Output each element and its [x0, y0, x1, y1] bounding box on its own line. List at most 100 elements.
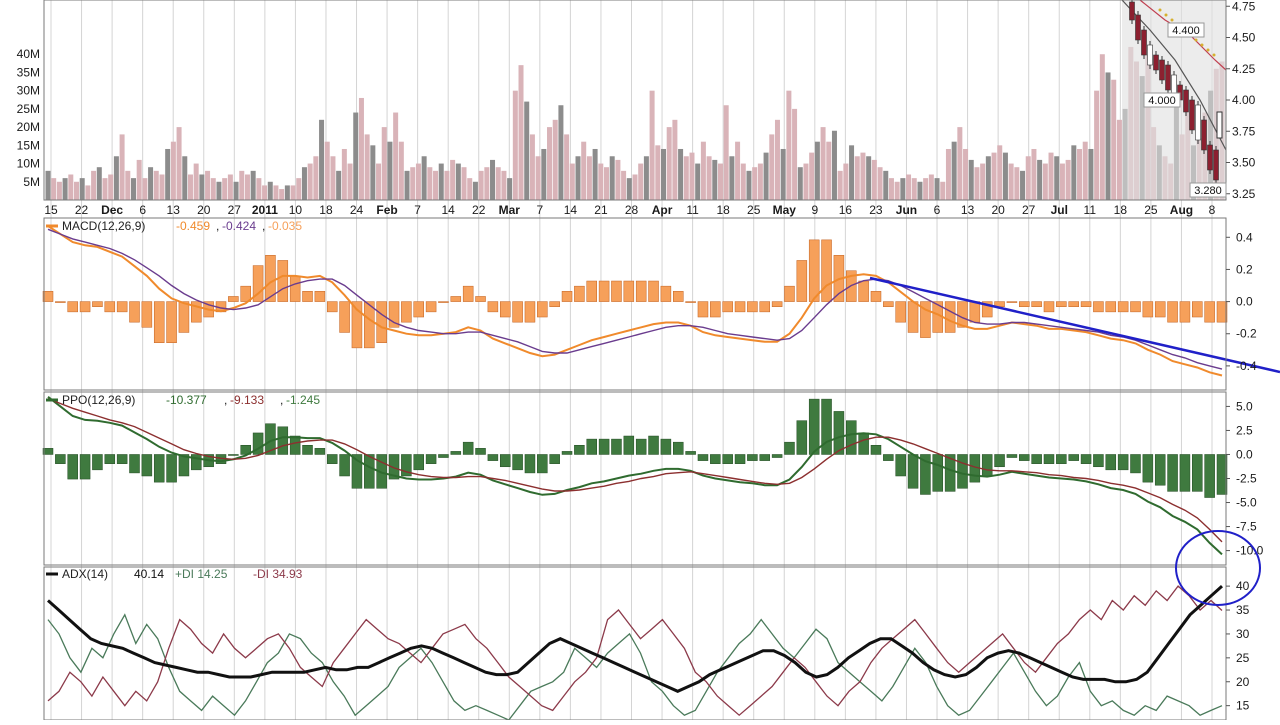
adx-axis-label: 15 — [1236, 699, 1250, 713]
ppo-axis-label: -7.5 — [1236, 520, 1257, 534]
ppo-histogram-bar — [944, 454, 956, 492]
macd-histogram-bar — [907, 301, 919, 333]
ppo-histogram-bar — [660, 438, 672, 455]
ppo-histogram-bar — [351, 454, 363, 489]
ppo-histogram-bar — [462, 441, 474, 455]
price-axis-label: 4.25 — [1232, 62, 1256, 76]
ppo-histogram-bar — [833, 411, 845, 455]
volume-bar — [820, 127, 826, 200]
volume-bar — [586, 156, 592, 200]
candle-body — [1213, 149, 1219, 181]
candle-body — [1141, 29, 1147, 56]
price-dot-marker — [1164, 13, 1168, 17]
volume-bar — [313, 156, 319, 200]
price-axis-label: 4.75 — [1232, 0, 1256, 13]
volume-bar — [1025, 156, 1031, 200]
annotation-high-box — [1167, 22, 1205, 38]
macd-histogram-bar — [166, 301, 177, 343]
volume-bar — [826, 141, 832, 200]
macd-histogram-bar — [178, 301, 190, 333]
volume-bar — [1071, 145, 1077, 200]
volume-bar — [125, 170, 131, 200]
volume-bar — [1037, 159, 1043, 200]
candle-body — [1183, 89, 1189, 113]
macd-histogram-bar — [1167, 301, 1178, 323]
volume-bar — [358, 97, 364, 200]
ppo-histogram-bar — [747, 454, 758, 461]
volume-bar — [621, 170, 627, 200]
volume-bar — [871, 159, 877, 200]
x-tick-label: 18 — [319, 203, 333, 217]
volume-bar — [210, 178, 216, 200]
macd-histogram-bar — [1056, 301, 1067, 307]
price-dot-marker — [1212, 53, 1216, 57]
adx-axis-label: 30 — [1236, 627, 1250, 641]
macd-histogram-bar — [660, 285, 672, 302]
volume-bar — [849, 145, 855, 200]
candle-body — [1189, 99, 1195, 131]
volume-bar — [831, 130, 837, 200]
candle-body — [1207, 144, 1213, 171]
macd-histogram-bar — [722, 301, 733, 313]
price-axis-label: 4.50 — [1232, 31, 1256, 45]
ppo-legend-value: -10.377 — [166, 393, 207, 407]
volume-bar — [592, 148, 598, 200]
volume-bar — [985, 156, 991, 200]
volume-bar — [421, 156, 427, 200]
ppo-histogram-bar — [277, 426, 289, 455]
volume-bar — [472, 181, 478, 200]
volume-bar — [507, 178, 513, 200]
ppo-signal-line — [47, 398, 1223, 543]
macd-histogram-bar — [1043, 301, 1055, 313]
volume-bar — [336, 170, 342, 200]
x-tick-label: 2011 — [252, 203, 278, 217]
macd-trendline — [869, 276, 1280, 374]
volume-bar — [85, 185, 91, 200]
macd-histogram-bar — [598, 280, 610, 302]
volume-bar — [598, 163, 604, 200]
macd-histogram-bar — [351, 301, 363, 349]
volume-bar — [1014, 167, 1020, 200]
macd-histogram-bar — [697, 301, 709, 318]
volume-bar — [689, 152, 695, 200]
volume-bar — [267, 181, 273, 200]
ppo-histogram-bar — [895, 454, 906, 477]
macd-histogram-bar — [55, 301, 66, 303]
volume-bar — [797, 167, 803, 200]
ppo-histogram-bar — [141, 454, 153, 477]
macd-histogram-bar — [821, 239, 832, 302]
price-axis-label: 3.75 — [1232, 124, 1256, 138]
candle-body — [1153, 54, 1159, 71]
x-tick-label: 20 — [197, 203, 211, 217]
ppo-histogram-bar — [1056, 454, 1067, 464]
ppo-legend-hist: -1.245 — [286, 393, 320, 407]
macd-panel — [42, 225, 1280, 377]
macd-histogram-bar — [326, 301, 338, 313]
macd-histogram-bar — [339, 301, 350, 333]
volume-bar — [1002, 152, 1008, 200]
ppo-histogram-bar — [79, 454, 91, 480]
macd-histogram-bar — [116, 301, 128, 313]
x-tick-label: 20 — [991, 203, 1005, 217]
volume-bar — [1077, 148, 1083, 200]
volume-bar — [928, 174, 934, 200]
volume-bar — [997, 145, 1003, 200]
volume-bar — [1054, 156, 1060, 200]
volume-bar — [940, 181, 946, 200]
volume-bar — [398, 141, 404, 200]
volume-bar — [387, 141, 393, 200]
macd-histogram-bar — [685, 301, 696, 303]
ppo-histogram-bar — [1130, 454, 1141, 474]
volume-bar — [746, 170, 752, 200]
macd-histogram-bar — [92, 301, 103, 307]
ppo-axis-label: 2.5 — [1236, 423, 1253, 437]
volume-bar — [524, 101, 530, 200]
ppo-legend-name: PPO(12,26,9) — [62, 393, 135, 407]
volume-bar — [934, 178, 940, 200]
x-tick-label: 18 — [716, 203, 730, 217]
volume-bar — [837, 170, 843, 200]
ppo-histogram-bar — [1167, 454, 1178, 492]
x-tick-label: 10 — [289, 203, 303, 217]
volume-bar — [717, 163, 723, 200]
ppo-histogram-bar — [537, 454, 548, 474]
